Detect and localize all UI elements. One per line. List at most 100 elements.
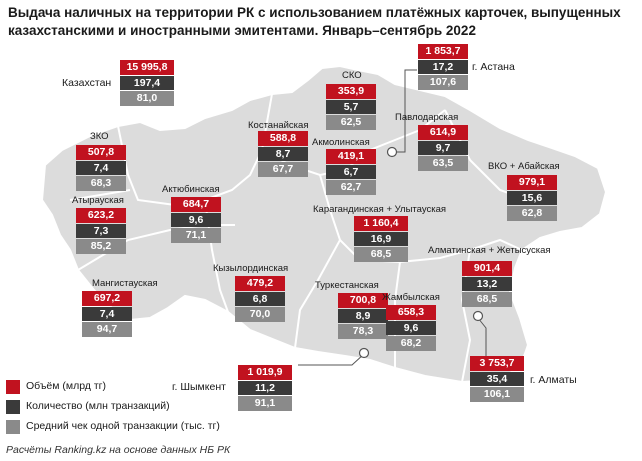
almaty-volume: 3 753,7 [470,356,524,371]
shymkent-marker [358,347,370,359]
almaty-obl-data: 901,4 13,2 68,5 [462,261,512,308]
zko-data: 507,8 7,4 68,3 [76,145,126,192]
aktobe-label: Актюбинская [162,184,220,195]
zhambyl-data: 658,3 9,6 68,2 [386,305,436,352]
pavlodar-data: 614,9 9,7 63,5 [418,125,468,172]
zko-label: ЗКО [90,131,109,142]
sko-data: 353,9 5,7 62,5 [326,84,376,131]
akmola-data: 419,1 6,7 62,7 [326,149,376,196]
mangystau-avg: 94,7 [82,322,132,337]
almaty-data: 3 753,7 35,4 106,1 [470,356,524,403]
legend-swatch-volume [6,380,20,394]
akmola-count: 6,7 [326,164,376,179]
vko-label: ВКО + Абайская [488,161,560,172]
source-note: Расчёты Ranking.kz на основе данных НБ Р… [6,444,231,456]
astana-data: 1 853,7 17,2 107,6 [418,44,468,91]
kazakhstan-data: 15 995,8 197,4 81,0 [120,60,174,107]
almaty-marker [472,310,484,322]
pavlodar-label: Павлодарская [395,112,459,123]
almaty-label: г. Алматы [530,374,577,386]
kazakhstan-volume: 15 995,8 [120,60,174,75]
almaty-obl-avg: 68,5 [462,292,512,307]
atyrau-avg: 85,2 [76,239,126,254]
kostanay-data: 588,8 8,7 67,7 [258,131,308,178]
almaty-obl-count: 13,2 [462,276,512,291]
karaganda-avg: 68,5 [354,247,408,262]
atyrau-volume: 623,2 [76,208,126,223]
atyrau-label: Атырауская [72,195,124,206]
astana-marker [386,146,398,158]
kostanay-avg: 67,7 [258,162,308,177]
turkestan-avg: 78,3 [338,324,388,339]
karaganda-data: 1 160,4 16,9 68,5 [354,216,408,263]
akmola-avg: 62,7 [326,180,376,195]
kyzylorda-count: 6,8 [235,291,285,306]
astana-avg: 107,6 [418,75,468,90]
pavlodar-avg: 63,5 [418,156,468,171]
zhambyl-avg: 68,2 [386,336,436,351]
sko-avg: 62,5 [326,115,376,130]
vko-volume: 979,1 [507,175,557,190]
karaganda-volume: 1 160,4 [354,216,408,231]
aktobe-volume: 684,7 [171,197,221,212]
zko-volume: 507,8 [76,145,126,160]
mangystau-label: Мангистауская [92,278,158,289]
sko-count: 5,7 [326,99,376,114]
zhambyl-volume: 658,3 [386,305,436,320]
pavlodar-count: 9,7 [418,140,468,155]
astana-count: 17,2 [418,59,468,74]
almaty-obl-label: Алматинская + Жетысуская [428,245,551,256]
mangystau-volume: 697,2 [82,291,132,306]
aktobe-avg: 71,1 [171,228,221,243]
kyzylorda-label: Кызылординская [213,263,289,274]
akmola-volume: 419,1 [326,149,376,164]
akmola-label: Акмолинская [312,137,370,148]
kostanay-count: 8,7 [258,146,308,161]
kyzylorda-data: 479,2 6,8 70,0 [235,276,285,323]
karaganda-label: Карагандинская + Улытауская [313,204,447,215]
almaty-count: 35,4 [470,371,524,386]
turkestan-count: 8,9 [338,308,388,323]
atyrau-count: 7,3 [76,223,126,238]
legend-label-avg: Средний чек одной транзакции (тыс. тг) [26,420,220,432]
kyzylorda-avg: 70,0 [235,307,285,322]
zko-count: 7,4 [76,160,126,175]
kyzylorda-volume: 479,2 [235,276,285,291]
turkestan-data: 700,8 8,9 78,3 [338,293,388,340]
vko-count: 15,6 [507,190,557,205]
atyrau-data: 623,2 7,3 85,2 [76,208,126,255]
kostanay-label: Костанайская [248,120,309,131]
legend-label-volume: Объём (млрд тг) [26,380,106,392]
sko-volume: 353,9 [326,84,376,99]
turkestan-volume: 700,8 [338,293,388,308]
legend-swatch-count [6,400,20,414]
aktobe-data: 684,7 9,6 71,1 [171,197,221,244]
pavlodar-volume: 614,9 [418,125,468,140]
zhambyl-count: 9,6 [386,320,436,335]
astana-label: г. Астана [472,61,515,73]
shymkent-volume: 1 019,9 [238,365,292,380]
mangystau-count: 7,4 [82,306,132,321]
almaty-obl-volume: 901,4 [462,261,512,276]
legend-swatch-avg [6,420,20,434]
shymkent-count: 11,2 [238,380,292,395]
legend-label-count: Количество (млн транзакций) [26,400,170,412]
kazakhstan-avg: 81,0 [120,91,174,106]
page-title: Выдача наличных на территории РК с испол… [8,5,621,38]
aktobe-count: 9,6 [171,212,221,227]
mangystau-data: 697,2 7,4 94,7 [82,291,132,338]
vko-avg: 62,8 [507,206,557,221]
almaty-avg: 106,1 [470,387,524,402]
shymkent-avg: 91,1 [238,396,292,411]
sko-label: СКО [342,70,362,81]
city-markers [358,146,484,359]
kostanay-volume: 588,8 [258,131,308,146]
vko-data: 979,1 15,6 62,8 [507,175,557,222]
karaganda-count: 16,9 [354,231,408,246]
kazakhstan-label: Казахстан [62,77,112,89]
turkestan-label: Туркестанская [315,280,379,291]
shymkent-label: г. Шымкент [172,381,226,393]
astana-volume: 1 853,7 [418,44,468,59]
shymkent-data: 1 019,9 11,2 91,1 [238,365,292,412]
kazakhstan-count: 197,4 [120,75,174,90]
